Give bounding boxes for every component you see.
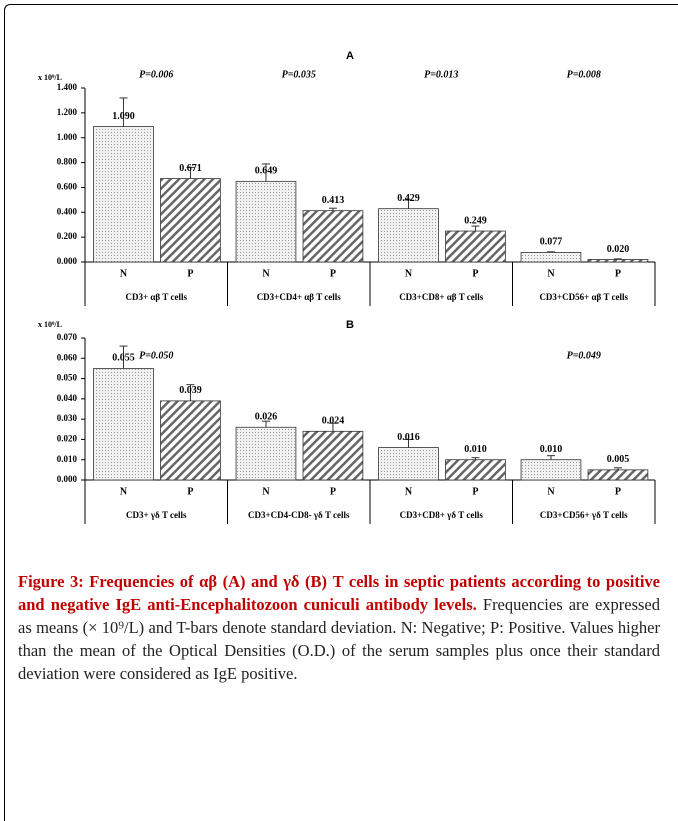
y-tick-label: 0.040 (57, 393, 78, 403)
series-label: N (262, 486, 270, 497)
series-label: N (262, 268, 270, 279)
chart-title: A (346, 50, 354, 62)
series-label: P (615, 486, 621, 497)
bar (93, 126, 154, 263)
category-label: CD3+CD56+ γδ T cells (540, 510, 628, 520)
bar (587, 259, 649, 263)
value-label: 0.010 (464, 444, 487, 455)
bar (302, 430, 364, 481)
value-label: 0.249 (464, 215, 487, 226)
y-tick-label: 0.000 (57, 474, 78, 484)
caption-label: Figure 3: Frequencies of αβ (A) and γδ (… (18, 572, 660, 614)
bar (160, 178, 221, 263)
category-label: CD3+CD4-CD8- γδ T cells (248, 510, 350, 520)
y-tick-label: 0.400 (57, 206, 78, 216)
bar (520, 459, 582, 481)
series-label: P (187, 486, 193, 497)
y-unit: x 10⁹/L (38, 73, 62, 82)
bar (235, 426, 297, 481)
series-label: N (405, 268, 413, 279)
value-label: 0.026 (255, 412, 278, 423)
bar (160, 400, 221, 481)
chart-title: B (346, 319, 354, 331)
y-tick-label: 0.060 (57, 352, 78, 362)
series-label: P (472, 486, 478, 497)
value-label: 0.010 (540, 444, 563, 455)
p-value: P=0.035 (282, 69, 316, 80)
category-label: CD3+ αβ T cells (126, 292, 188, 302)
series-label: P (615, 268, 621, 279)
category-label: CD3+CD8+ γδ T cells (400, 510, 484, 520)
caption-text: Frequencies are expressed as means (× 10… (18, 595, 661, 683)
p-value: P=0.006 (139, 69, 173, 80)
series-label: P (187, 268, 193, 279)
p-value: P=0.050 (139, 350, 173, 361)
series-label: N (405, 486, 413, 497)
series-label: N (120, 268, 128, 279)
caption: Figure 3: Frequencies of αβ (A) and γδ (… (18, 570, 660, 685)
y-tick-label: 0.030 (57, 413, 78, 423)
y-tick-label: 0.200 (57, 231, 78, 241)
value-label: 0.077 (540, 237, 563, 248)
category-label: CD3+CD4+ αβ T cells (257, 292, 342, 302)
value-label: 0.649 (255, 166, 278, 177)
value-label: 0.005 (607, 454, 630, 465)
value-label: 0.671 (179, 163, 202, 174)
bar (302, 210, 364, 263)
bar (93, 368, 154, 481)
category-label: CD3+ γδ T cells (126, 510, 187, 520)
figure: Ax 10⁹/L 0.000 0.200 0.400 0.600 0.800 1.000 1.… (38, 50, 656, 524)
y-tick-label: 1.200 (57, 107, 78, 117)
y-tick-label: 0.800 (57, 157, 78, 167)
series-label: P (472, 268, 478, 279)
value-label: 0.413 (322, 195, 345, 206)
series-label: N (120, 486, 128, 497)
value-label: 0.020 (607, 244, 630, 255)
value-label: 0.024 (322, 416, 345, 427)
y-tick-label: 0.000 (57, 256, 78, 266)
bar (445, 459, 506, 481)
series-label: N (547, 268, 555, 279)
bar (235, 180, 297, 263)
series-label: P (330, 268, 336, 279)
series-label: P (330, 486, 336, 497)
value-label: 0.055 (112, 353, 135, 364)
y-tick-label: 1.400 (57, 82, 78, 92)
p-value: P=0.008 (567, 69, 601, 80)
y-unit: x 10⁹/L (38, 320, 62, 329)
value-label: 0.016 (397, 432, 420, 443)
value-label: 0.429 (397, 193, 420, 204)
value-label: 1.090 (112, 111, 135, 122)
category-label: CD3+CD56+ αβ T cells (539, 292, 628, 302)
y-tick-label: 0.050 (57, 373, 78, 383)
y-tick-label: 0.600 (57, 181, 78, 191)
p-value: P=0.013 (424, 69, 458, 80)
series-label: N (547, 486, 555, 497)
bar (378, 447, 439, 481)
y-tick-label: 0.010 (57, 454, 78, 464)
y-tick-label: 0.070 (57, 332, 78, 342)
bar (445, 230, 506, 263)
value-label: 0.039 (179, 385, 202, 396)
bar (378, 208, 439, 263)
bar (520, 252, 582, 263)
y-tick-label: 1.000 (57, 132, 78, 142)
p-value: P=0.049 (567, 350, 601, 361)
y-tick-label: 0.020 (57, 433, 78, 443)
bar (587, 469, 649, 481)
category-label: CD3+CD8+ αβ T cells (399, 292, 484, 302)
figure-frame (4, 4, 678, 821)
